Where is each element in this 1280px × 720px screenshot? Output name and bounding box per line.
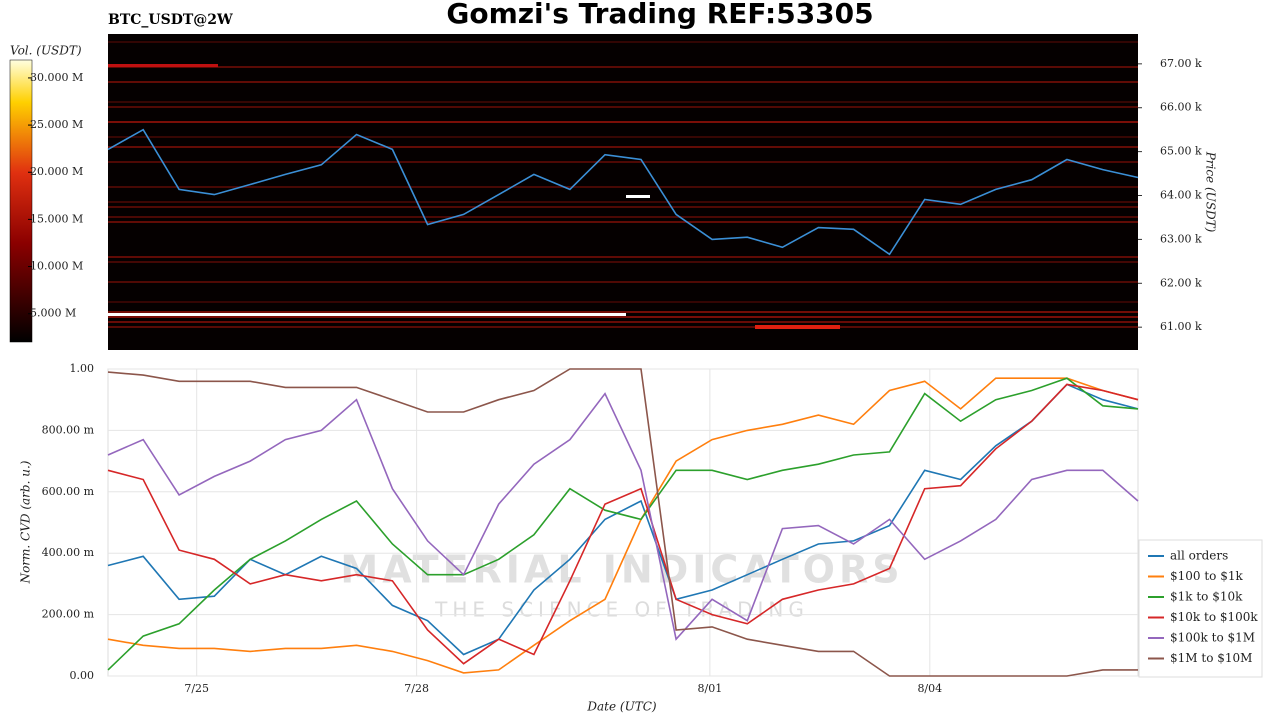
heat-band <box>108 321 1138 323</box>
heat-band <box>108 313 626 316</box>
heat-band <box>108 136 1138 138</box>
y-tick-label: 65.00 k <box>1160 145 1202 158</box>
plot-area <box>107 368 1139 677</box>
colorbar-label: Vol. (USDT) <box>10 44 82 58</box>
y-tick-label: 66.00 k <box>1160 101 1202 114</box>
x-tick-label: 7/28 <box>404 682 429 695</box>
x-tick-label: 8/01 <box>698 682 723 695</box>
y-tick-label: 800.00 m <box>42 423 95 436</box>
y-tick-label: 62.00 k <box>1160 276 1202 289</box>
legend-label: $100 to $1k <box>1170 569 1243 583</box>
colorbar-tick-label: 15.000 M <box>30 212 83 225</box>
legend-label: $100k to $1M <box>1170 631 1255 645</box>
y-tick-label: 400.00 m <box>42 546 95 559</box>
heat-band <box>108 256 1138 258</box>
colorbar-tick-label: 20.000 M <box>30 165 83 178</box>
heat-band <box>108 261 1138 263</box>
heat-band <box>108 81 1138 83</box>
x-tick-label: 8/04 <box>917 682 942 695</box>
series-line <box>107 392 1139 641</box>
colorbar-tick-label: 5.000 M <box>30 307 76 320</box>
colorbar-tick-label: 30.000 M <box>30 71 83 84</box>
heat-band <box>108 121 1138 123</box>
series-line <box>107 368 1138 677</box>
heat-band <box>108 326 1138 328</box>
heat-band <box>108 316 1138 318</box>
y-tick-label: 64.00 k <box>1160 189 1202 202</box>
watermark-text: MATERIAL INDICATORS <box>340 548 903 592</box>
colorbar-tick-label: 10.000 M <box>30 260 83 273</box>
heat-band <box>755 325 840 329</box>
y-tick-label: 600.00 m <box>42 485 95 498</box>
chart-title: Gomzi's Trading REF:53305 <box>446 0 873 30</box>
y-tick-label: 63.00 k <box>1160 232 1202 245</box>
heat-band <box>108 161 1138 163</box>
legend-label: $10k to $100k <box>1170 610 1258 624</box>
colorbar-tick-label: 25.000 M <box>30 118 83 131</box>
y-tick-label: 61.00 k <box>1160 320 1202 333</box>
heat-band <box>108 311 1138 313</box>
series-line <box>107 383 1139 665</box>
heatmap <box>108 41 1138 329</box>
heat-band <box>108 41 1138 43</box>
heat-band <box>108 106 1138 108</box>
heat-band <box>108 101 1138 103</box>
x-tick-label: 7/25 <box>184 682 209 695</box>
watermark-subtext: THE SCIENCE OF TRADING <box>434 598 809 622</box>
heat-band <box>108 221 1138 223</box>
y-axis-label: Price (USDT) <box>1204 151 1218 233</box>
y-axis-label: Norm. CVD (arb. u.) <box>19 460 33 584</box>
heat-band <box>108 186 1138 188</box>
legend-label: $1k to $10k <box>1170 590 1243 604</box>
series-line <box>107 377 1139 671</box>
heat-band <box>626 195 650 198</box>
y-tick-label: 1.00 <box>70 362 95 375</box>
heat-band <box>108 66 1138 68</box>
legend-label: all orders <box>1170 549 1228 563</box>
y-tick-label: 200.00 m <box>42 608 95 621</box>
y-tick-label: 67.00 k <box>1160 57 1202 70</box>
series-line <box>107 128 1139 256</box>
heat-band <box>108 64 218 67</box>
heat-band <box>108 201 1138 203</box>
legend-label: $1M to $10M <box>1170 651 1252 665</box>
colorbar <box>9 59 33 343</box>
legend <box>1138 539 1263 678</box>
heat-band <box>108 216 1138 218</box>
heat-band <box>108 301 1138 303</box>
heat-band <box>108 146 1138 148</box>
chart-subtitle: BTC_USDT@2W <box>108 12 233 28</box>
series-line <box>107 383 1139 656</box>
heat-band <box>108 281 1138 283</box>
heatmap-background <box>108 34 1138 350</box>
series-line <box>107 377 1139 674</box>
y-tick-label: 0.00 <box>70 669 95 682</box>
x-axis-label: Date (UTC) <box>586 700 656 714</box>
heat-band <box>108 206 1138 208</box>
